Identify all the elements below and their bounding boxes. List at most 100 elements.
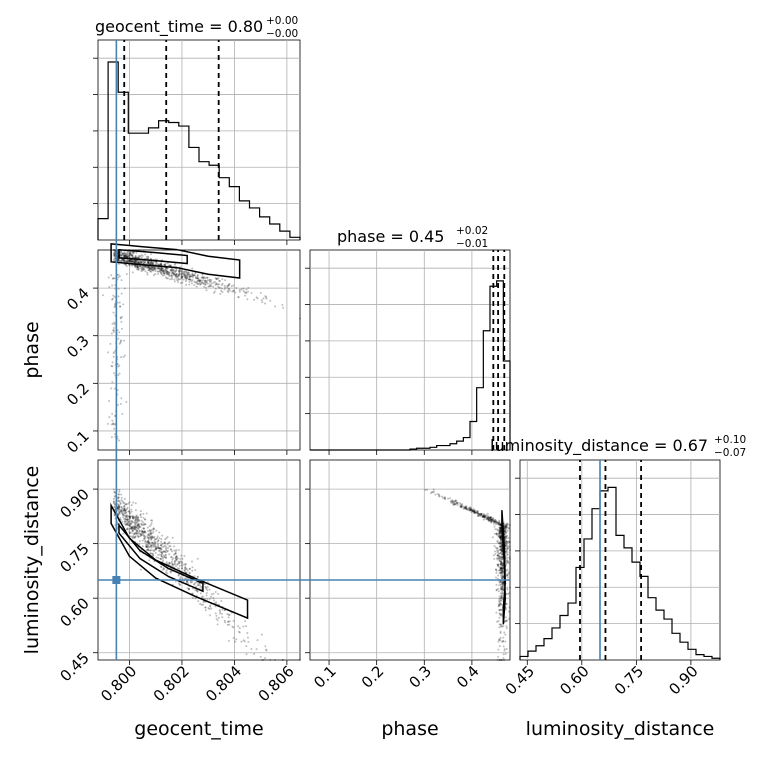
sample-point bbox=[139, 510, 142, 513]
sample-point bbox=[117, 259, 120, 262]
histogram-phase bbox=[310, 280, 511, 451]
sample-point bbox=[438, 495, 441, 498]
sample-point bbox=[137, 526, 140, 529]
sample-point bbox=[135, 517, 138, 520]
sample-point bbox=[497, 648, 500, 651]
sample-point bbox=[174, 274, 177, 277]
sample-point bbox=[178, 268, 181, 271]
sample-point bbox=[121, 508, 124, 511]
sample-point bbox=[505, 545, 508, 548]
sample-point bbox=[130, 254, 133, 257]
sample-point bbox=[152, 545, 155, 548]
sample-point bbox=[123, 504, 126, 507]
sample-point bbox=[498, 542, 501, 545]
sample-point bbox=[237, 625, 240, 628]
sample-point bbox=[152, 536, 155, 539]
sample-point bbox=[152, 262, 155, 265]
sample-point bbox=[220, 612, 223, 615]
sample-point bbox=[444, 496, 447, 499]
sample-point bbox=[493, 519, 496, 522]
sample-point bbox=[150, 536, 153, 539]
sample-point bbox=[144, 543, 147, 546]
sample-point bbox=[191, 273, 194, 276]
sample-point bbox=[110, 332, 113, 335]
sample-point bbox=[113, 505, 116, 508]
sample-point bbox=[130, 260, 133, 263]
sample-point bbox=[142, 535, 145, 538]
sample-point bbox=[180, 275, 183, 278]
sample-point bbox=[135, 514, 138, 517]
sample-point bbox=[165, 267, 168, 270]
sample-point bbox=[450, 500, 453, 503]
sample-point bbox=[187, 588, 190, 591]
sample-point bbox=[469, 506, 472, 509]
sample-point bbox=[135, 521, 138, 524]
sample-point bbox=[175, 269, 178, 272]
sample-point bbox=[193, 280, 196, 283]
sample-point bbox=[135, 526, 138, 529]
sample-point bbox=[501, 556, 504, 559]
sample-point bbox=[113, 491, 116, 494]
sample-point bbox=[480, 512, 483, 515]
sample-point bbox=[209, 605, 212, 608]
sample-point bbox=[167, 272, 170, 275]
sample-point bbox=[136, 266, 139, 269]
sample-point bbox=[453, 500, 456, 503]
sample-point bbox=[497, 655, 500, 658]
sample-point bbox=[476, 509, 479, 512]
sample-point bbox=[504, 527, 507, 530]
sample-point bbox=[499, 595, 502, 598]
sample-point bbox=[175, 275, 178, 278]
sample-point bbox=[480, 514, 483, 517]
x-tick-label: 0.3 bbox=[406, 662, 436, 692]
sample-point bbox=[196, 283, 199, 286]
sample-point bbox=[179, 557, 182, 560]
sample-point bbox=[482, 514, 485, 517]
sample-point bbox=[499, 536, 502, 539]
sample-point bbox=[495, 521, 498, 524]
sample-point bbox=[201, 281, 204, 284]
sample-point bbox=[124, 253, 127, 256]
sample-point bbox=[501, 581, 504, 584]
sample-point bbox=[128, 264, 131, 267]
sample-point bbox=[177, 560, 180, 563]
sample-point bbox=[500, 564, 503, 567]
sample-point bbox=[500, 571, 503, 574]
sample-point bbox=[124, 509, 127, 512]
sample-point bbox=[483, 515, 486, 518]
sample-point bbox=[499, 572, 502, 575]
sample-point bbox=[157, 546, 160, 549]
sample-point bbox=[160, 547, 163, 550]
sample-point bbox=[117, 258, 120, 261]
sample-point bbox=[247, 640, 250, 643]
sample-point bbox=[131, 255, 134, 258]
sample-point bbox=[500, 538, 503, 541]
sample-point bbox=[498, 557, 501, 560]
sample-point bbox=[218, 279, 221, 282]
sample-point bbox=[174, 550, 177, 553]
sample-point bbox=[123, 520, 126, 523]
sample-point bbox=[264, 302, 267, 305]
sample-point bbox=[135, 515, 138, 518]
contour-phase-geocent-time bbox=[110, 243, 241, 279]
sample-point bbox=[495, 611, 498, 614]
sample-point bbox=[256, 297, 259, 300]
sample-point bbox=[121, 259, 124, 262]
sample-point bbox=[142, 262, 145, 265]
sample-point bbox=[500, 575, 503, 578]
sample-point bbox=[153, 268, 156, 271]
sample-point bbox=[490, 520, 493, 523]
sample-point bbox=[136, 523, 139, 526]
sample-point bbox=[498, 524, 501, 527]
sample-point bbox=[160, 544, 163, 547]
sample-point bbox=[502, 639, 505, 642]
sample-point bbox=[206, 589, 209, 592]
sample-point bbox=[505, 549, 508, 552]
sample-point bbox=[227, 616, 230, 619]
sample-point bbox=[149, 268, 152, 271]
sample-point bbox=[118, 260, 121, 263]
sample-point bbox=[134, 264, 137, 267]
sample-point bbox=[507, 527, 510, 530]
sample-point bbox=[137, 523, 140, 526]
sample-point bbox=[501, 569, 504, 572]
